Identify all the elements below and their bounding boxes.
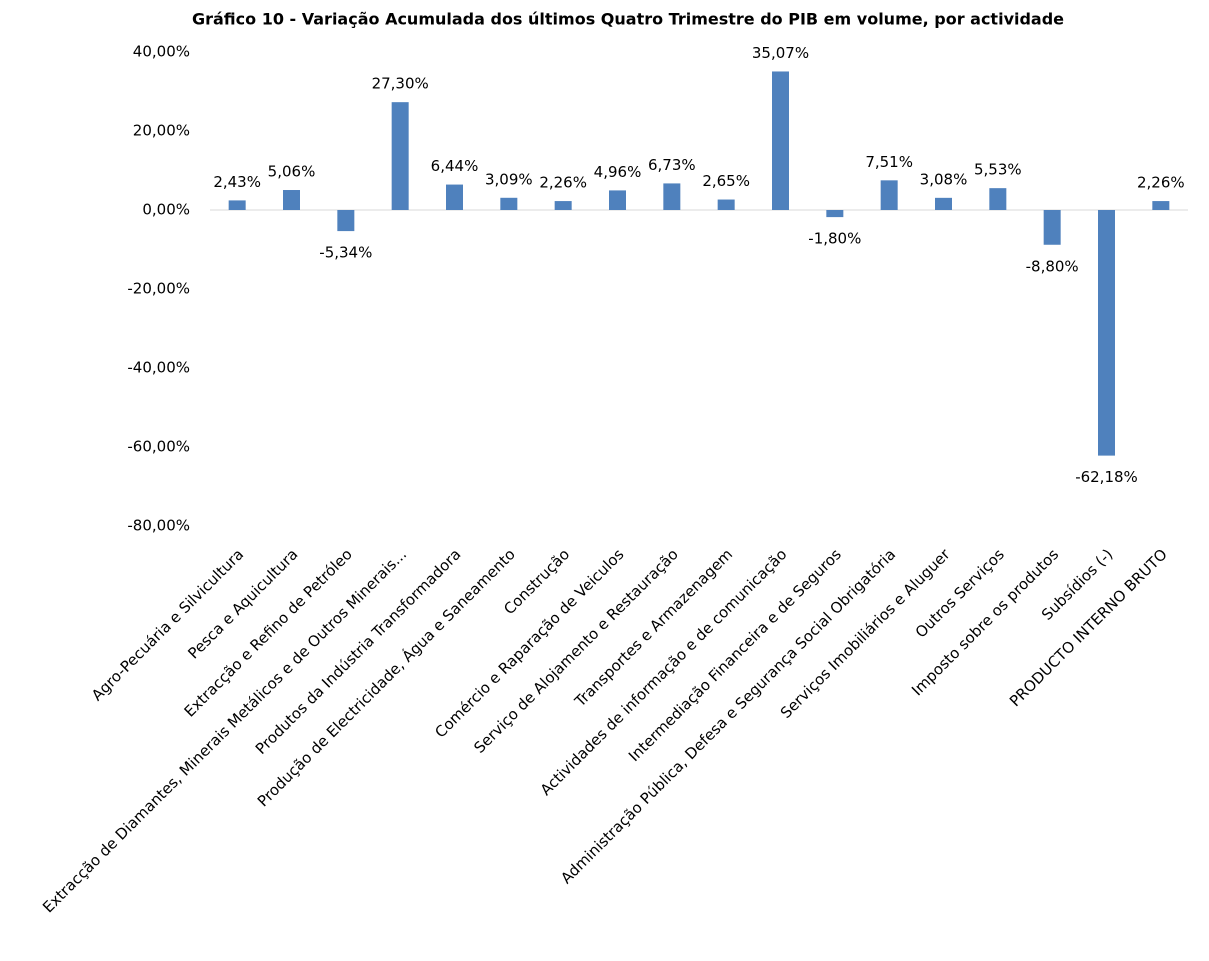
value-label: -1,80% [808,230,861,248]
value-label: 4,96% [594,163,642,181]
value-label: 6,73% [648,156,696,174]
value-label: -5,34% [319,244,372,262]
value-label: 35,07% [752,44,809,62]
bar [1152,201,1170,210]
y-tick-label: -60,00% [127,438,190,456]
y-tick-label: 20,00% [133,122,190,140]
bar [880,180,898,210]
y-tick-label: -40,00% [127,359,190,377]
value-label: 5,06% [268,163,316,181]
bar [609,190,626,210]
x-tick-label: Actividades de informação e de comunicaç… [537,545,791,799]
bar [554,201,572,210]
bar [663,183,681,210]
x-tick-label: Produtos da Indústria Transformadora [252,545,465,758]
x-tick-label: Produção de Electricidade, Água e Saneam… [253,545,519,811]
value-label: 2,26% [539,174,587,192]
y-tick-label: -80,00% [127,517,190,535]
bar [1043,210,1061,245]
bar [1098,210,1115,456]
bar [717,199,735,210]
bar [772,71,789,210]
value-label: 2,65% [702,172,750,190]
y-tick-label: -20,00% [127,280,190,298]
value-label: 3,09% [485,170,533,188]
value-label: 6,44% [431,157,479,175]
chart-title: Gráfico 10 - Variação Acumulada dos últi… [192,10,1064,29]
x-tick-label: Comércio e Raparação de Veiculos [431,545,627,741]
value-label: -8,80% [1026,257,1079,275]
value-label: -62,18% [1075,468,1138,486]
y-tick-label: 0,00% [142,201,190,219]
value-label: 5,53% [974,161,1022,179]
value-label: 2,43% [213,173,261,191]
bar [337,210,355,232]
bar [989,188,1007,210]
bar [446,184,463,210]
x-tick-label: Serviço de Alojamento e Restauração [470,545,682,757]
value-label: 2,26% [1137,174,1185,192]
value-label: 27,30% [372,75,429,93]
bar [283,190,300,210]
bar [935,197,952,210]
x-tick-label: Extracção de Diamantes, Minerais Metálic… [39,545,410,916]
bar [228,200,246,210]
value-label: 7,51% [865,153,913,171]
bar [500,197,518,210]
y-tick-label: 40,00% [133,43,190,61]
value-label: 3,08% [920,170,968,188]
bar [391,102,409,210]
bar [826,210,844,218]
